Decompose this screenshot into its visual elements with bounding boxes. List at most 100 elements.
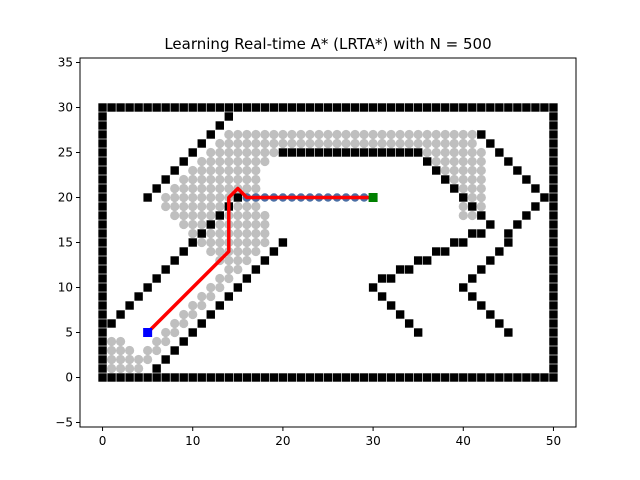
obstacle-cell [432, 247, 441, 256]
obstacle-cell [531, 373, 540, 382]
obstacle-cell [98, 238, 107, 247]
visited-cell [386, 138, 396, 149]
obstacle-cell [125, 301, 134, 310]
obstacle-cell [540, 193, 549, 202]
visited-cell [233, 156, 243, 167]
visited-cell [449, 147, 459, 158]
obstacle-cell [368, 283, 378, 292]
visited-cell [179, 309, 189, 320]
visited-cell [251, 156, 261, 167]
obstacle-cell [188, 373, 197, 382]
obstacle-cell [143, 373, 152, 382]
visited-cell [467, 210, 477, 221]
obstacle-cell [468, 292, 477, 301]
visited-cell [224, 183, 234, 194]
visited-cell [431, 156, 441, 167]
visited-cell [215, 282, 225, 293]
visited-cell [125, 345, 135, 356]
visited-cell [179, 201, 189, 212]
obstacle-cell [549, 337, 558, 346]
visited-cell [106, 363, 117, 374]
visited-cell [323, 129, 333, 140]
visited-cell [206, 210, 216, 221]
visited-cell [215, 192, 225, 203]
obstacle-cell [432, 103, 441, 112]
obstacle-cell [323, 373, 333, 382]
visited-cell [134, 354, 144, 365]
obstacle-cell [477, 103, 486, 112]
visited-cell [458, 138, 468, 149]
obstacle-cell [278, 373, 288, 382]
obstacle-cell [107, 319, 116, 328]
visited-cell [269, 138, 279, 149]
visited-cell [440, 147, 450, 158]
obstacle-cell [495, 319, 504, 328]
visited-cell [269, 147, 279, 158]
visited-cell [476, 201, 486, 212]
obstacle-cell [549, 346, 558, 355]
obstacle-cell [332, 148, 342, 157]
obstacle-cell [549, 130, 558, 139]
visited-cell [115, 345, 126, 356]
obstacle-cell [423, 373, 432, 382]
obstacle-cell [432, 373, 441, 382]
obstacle-cell [504, 157, 513, 166]
obstacle-cell [486, 139, 495, 148]
obstacle-cell [287, 148, 297, 157]
visited-cell [467, 156, 477, 167]
visited-cell [215, 219, 225, 230]
visited-cell [251, 138, 261, 149]
obstacle-cell [549, 265, 558, 274]
obstacle-cell [98, 301, 107, 310]
obstacle-cell [377, 274, 387, 283]
obstacle-cell [233, 283, 243, 292]
visited-cell [115, 363, 126, 374]
visited-cell [449, 174, 459, 185]
obstacle-cell [98, 220, 107, 229]
visited-cell [242, 156, 252, 167]
obstacle-cell [513, 373, 522, 382]
obstacle-cell [441, 247, 450, 256]
obstacle-cell [179, 157, 188, 166]
visited-cell [233, 237, 243, 248]
visited-cell [242, 201, 252, 212]
visited-cell [197, 237, 207, 248]
obstacle-cell [450, 184, 459, 193]
obstacle-cell [540, 373, 549, 382]
obstacle-cell [206, 103, 215, 112]
visited-cell [287, 129, 297, 140]
visited-cell [467, 192, 477, 203]
obstacle-cell [368, 148, 378, 157]
obstacle-cell [98, 121, 107, 130]
obstacle-cell [296, 373, 306, 382]
visited-cell [233, 174, 243, 185]
visited-cell [242, 228, 252, 239]
visited-cell [188, 210, 198, 221]
obstacle-cell [477, 265, 486, 274]
obstacle-cell [368, 103, 378, 112]
visited-cell [287, 138, 297, 149]
goal-marker [368, 193, 378, 202]
obstacle-cell [260, 103, 270, 112]
visited-cell [179, 192, 189, 203]
obstacle-cell [459, 193, 468, 202]
visited-cell [305, 138, 315, 149]
obstacle-cell [404, 148, 414, 157]
obstacle-cell [386, 103, 396, 112]
visited-cell [224, 138, 234, 149]
obstacle-cell [504, 328, 513, 337]
y-tick-label: 15 [58, 236, 73, 250]
visited-cell [476, 165, 486, 176]
y-tick-label: 20 [58, 191, 73, 205]
obstacle-cells-layer [98, 103, 558, 382]
obstacle-cell [477, 130, 486, 139]
visited-cell [242, 219, 252, 230]
obstacle-cell [477, 229, 486, 238]
visited-cell [377, 138, 387, 149]
obstacle-cell [549, 328, 558, 337]
obstacle-cell [278, 103, 288, 112]
obstacle-cell [549, 355, 558, 364]
visited-cell [233, 219, 243, 230]
obstacle-cell [549, 373, 558, 382]
visited-cell [224, 156, 234, 167]
